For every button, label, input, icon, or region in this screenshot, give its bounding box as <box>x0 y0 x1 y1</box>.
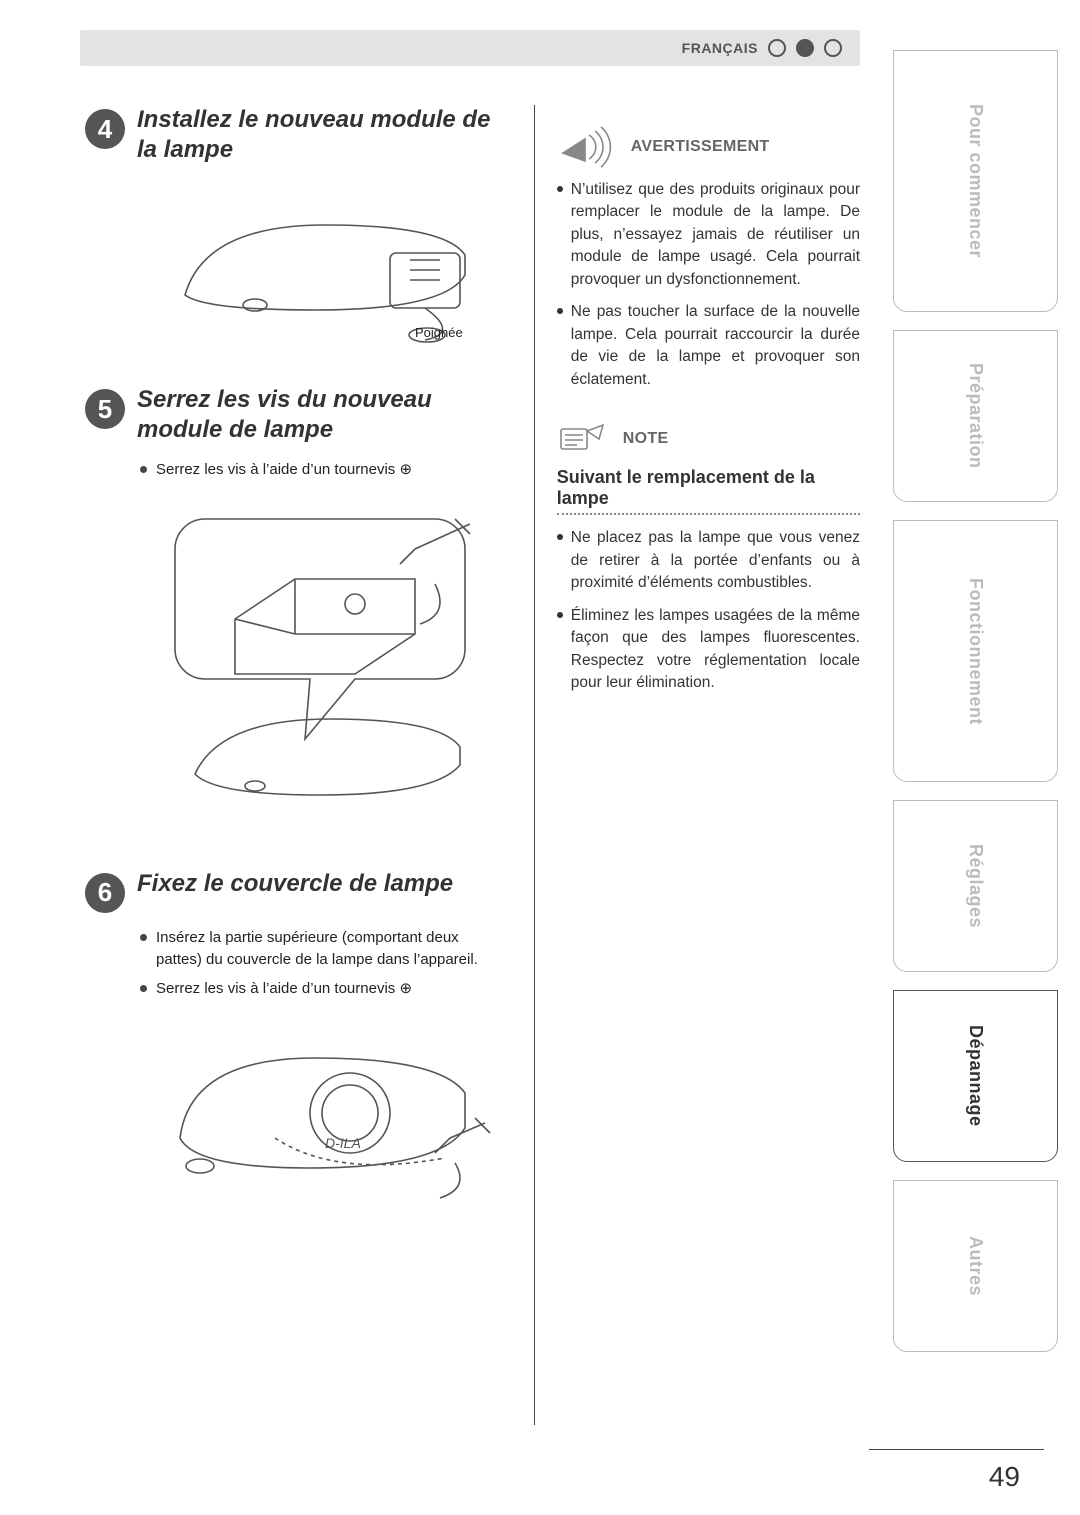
note-list: Ne placez pas la lampe que vous venez de… <box>557 527 860 694</box>
note-heading: Suivant le remplacement de la lampe <box>557 467 860 509</box>
step-6-head: 6 Fixez le couvercle de lampe <box>85 869 504 913</box>
step-5: 5 Serrez les vis du nouveau module de la… <box>85 385 504 829</box>
tab-label: Pour commencer <box>965 104 986 258</box>
side-tabs: Pour commencer Préparation Fonctionnemen… <box>893 50 1058 1352</box>
step-6: 6 Fixez le couvercle de lampe Insérez la… <box>85 869 504 1228</box>
step-6-bullet-2: Serrez les vis à l’aide d’un tournevis ⊕ <box>140 978 504 1000</box>
tab-reglages[interactable]: Réglages <box>893 800 1058 972</box>
left-column: 4 Installez le nouveau module de la lamp… <box>85 105 534 1425</box>
step-6-bullets: Insérez la partie supérieure (comportant… <box>140 927 504 1000</box>
header-bar: FRANÇAIS <box>80 30 860 66</box>
warning-item-2: Ne pas toucher la surface de la nouvelle… <box>557 301 860 391</box>
step-5-number: 5 <box>85 389 125 429</box>
svg-text:D-ILA: D-ILA <box>325 1135 361 1151</box>
step-5-bullets: Serrez les vis à l’aide d’un tournevis ⊕ <box>140 459 504 481</box>
dotted-rule <box>557 513 860 515</box>
language-dots <box>768 39 842 57</box>
step-6-illustration: D-ILA <box>155 1018 495 1228</box>
warning-title: AVERTISSEMENT <box>631 138 770 156</box>
step-6-bullet-1: Insérez la partie supérieure (comportant… <box>140 927 504 971</box>
tab-depannage[interactable]: Dépannage <box>893 990 1058 1162</box>
step-5-illustration <box>155 499 495 829</box>
step-4: 4 Installez le nouveau module de la lamp… <box>85 105 504 345</box>
warning-item-1: N’utilisez que des produits originaux po… <box>557 179 860 291</box>
step-4-title: Installez le nouveau module de la lampe <box>137 105 504 165</box>
note-item-1: Ne placez pas la lampe que vous venez de… <box>557 527 860 594</box>
tab-autres[interactable]: Autres <box>893 1180 1058 1352</box>
note-title: NOTE <box>623 430 669 448</box>
step-5-title: Serrez les vis du nouveau module de lamp… <box>137 385 504 445</box>
manual-page: FRANÇAIS 4 Installez le nouveau module d… <box>0 0 1080 1515</box>
step-4-number: 4 <box>85 109 125 149</box>
warning-callout: AVERTISSEMENT <box>557 125 860 169</box>
dot-2 <box>796 39 814 57</box>
content-area: 4 Installez le nouveau module de la lamp… <box>85 105 860 1425</box>
tab-label: Préparation <box>965 363 986 469</box>
tab-pour-commencer[interactable]: Pour commencer <box>893 50 1058 312</box>
note-icon <box>557 421 609 457</box>
step-6-number: 6 <box>85 873 125 913</box>
tab-preparation[interactable]: Préparation <box>893 330 1058 502</box>
dot-3 <box>824 39 842 57</box>
tab-label: Dépannage <box>965 1025 986 1127</box>
megaphone-icon <box>557 125 617 169</box>
note-callout: NOTE <box>557 421 860 457</box>
handle-caption: Poignée <box>415 325 463 340</box>
step-5-head: 5 Serrez les vis du nouveau module de la… <box>85 385 504 445</box>
step-4-illustration <box>155 175 495 345</box>
warning-list: N’utilisez que des produits originaux po… <box>557 179 860 391</box>
page-number: 49 <box>989 1461 1020 1493</box>
language-label: FRANÇAIS <box>682 40 758 56</box>
tab-label: Fonctionnement <box>965 578 986 725</box>
note-item-2: Éliminez les lampes usagées de la même f… <box>557 605 860 695</box>
tab-fonctionnement[interactable]: Fonctionnement <box>893 520 1058 782</box>
right-column: AVERTISSEMENT N’utilisez que des produit… <box>534 105 860 1425</box>
step-4-head: 4 Installez le nouveau module de la lamp… <box>85 105 504 165</box>
footer-rule <box>869 1449 1044 1450</box>
step-6-title: Fixez le couvercle de lampe <box>137 869 453 899</box>
tab-label: Autres <box>965 1236 986 1296</box>
step-5-bullet-1: Serrez les vis à l’aide d’un tournevis ⊕ <box>140 459 504 481</box>
dot-1 <box>768 39 786 57</box>
tab-label: Réglages <box>965 844 986 928</box>
